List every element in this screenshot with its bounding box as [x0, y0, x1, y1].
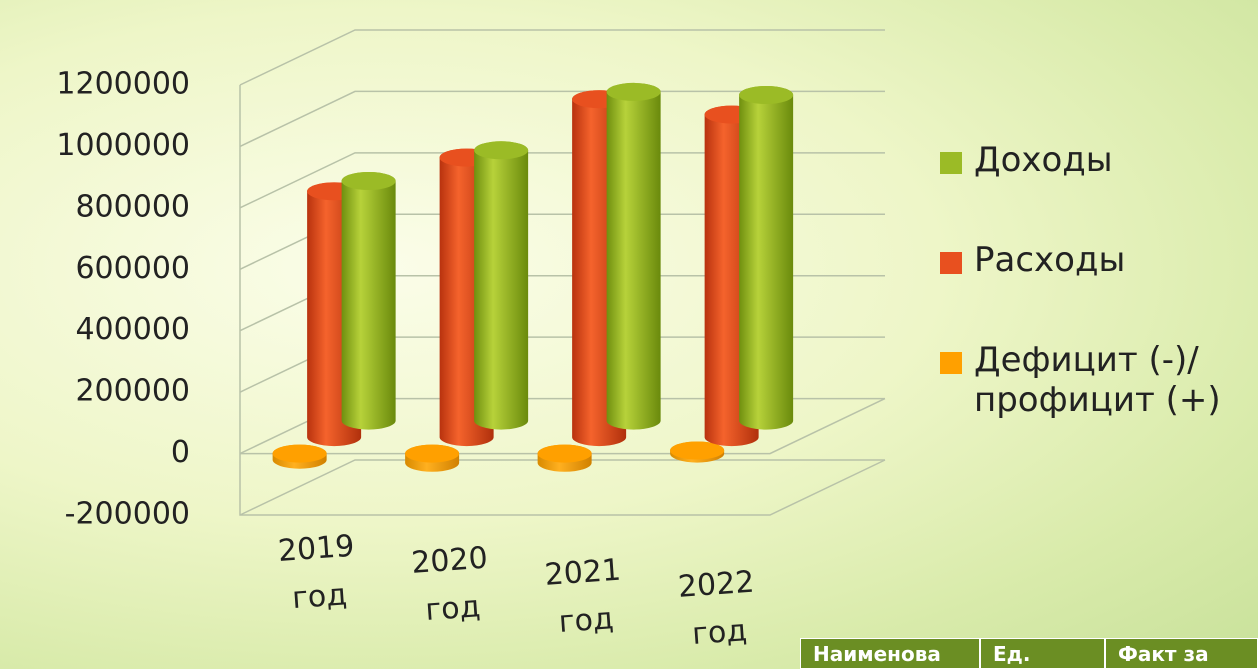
legend-label: Расходы — [974, 240, 1126, 280]
x-tick-label: 2020 год — [410, 540, 492, 628]
bar-top — [670, 441, 725, 460]
table-header-cell: Наименова — [800, 638, 980, 669]
grid-line — [239, 29, 885, 86]
x-tick-label-line: 2019 — [277, 528, 356, 568]
y-tick-label: 600000 — [75, 251, 190, 286]
bar-top — [537, 444, 592, 463]
x-tick-label-line: год — [424, 589, 481, 628]
axis — [239, 85, 886, 516]
bar — [606, 82, 661, 430]
legend-swatch — [940, 252, 962, 274]
legend: Доходы Расходы Дефицит (-)/ профицит (+) — [940, 140, 1258, 480]
x-tick-label: 2021 год — [544, 552, 626, 640]
x-tick-label-line: год — [558, 601, 615, 640]
bar-top — [272, 444, 327, 463]
bar — [474, 141, 529, 430]
bar-top — [606, 82, 661, 101]
legend-swatch — [940, 152, 962, 174]
y-tick-label: 1000000 — [56, 128, 190, 163]
y-tick-label: 800000 — [75, 189, 190, 224]
table-header-cell: Ед. — [980, 638, 1105, 669]
table-header: Наименова Ед. Факт за — [800, 638, 1258, 669]
legend-item: Дефицит (-)/ профицит (+) — [940, 340, 1258, 420]
chart: -200000 0 200000 400000 600000 800000 1000000 1… — [56, 29, 886, 652]
bar — [739, 86, 794, 430]
x-tick-label-line: год — [691, 613, 748, 652]
x-tick-label: 2019 год — [277, 528, 359, 616]
x-tick-label-line: 2021 — [544, 552, 623, 592]
x-tick-label-line: год — [291, 577, 348, 616]
y-tick-label: -200000 — [65, 497, 190, 532]
bar-top — [474, 141, 529, 160]
y-tick-label: 400000 — [75, 312, 190, 347]
legend-item: Расходы — [940, 240, 1258, 280]
legend-item: Доходы — [940, 140, 1258, 180]
y-tick-label: 200000 — [75, 374, 190, 409]
x-tick-label-line: 2022 — [677, 564, 756, 604]
bar — [341, 172, 396, 430]
legend-swatch — [940, 352, 962, 374]
legend-label: Дефицит (-)/ профицит (+) — [974, 340, 1221, 420]
x-tick-label-line: 2020 — [410, 540, 489, 580]
table-header-cell: Факт за — [1105, 638, 1258, 669]
y-tick-label: 1200000 — [56, 67, 190, 102]
x-tick-label: 2022 год — [677, 564, 759, 652]
grid-line — [239, 90, 885, 148]
legend-label: Доходы — [974, 140, 1113, 180]
bar-top — [405, 444, 460, 463]
bar-top — [341, 172, 396, 190]
y-tick-label: 0 — [171, 435, 190, 470]
bar-top — [739, 86, 794, 104]
